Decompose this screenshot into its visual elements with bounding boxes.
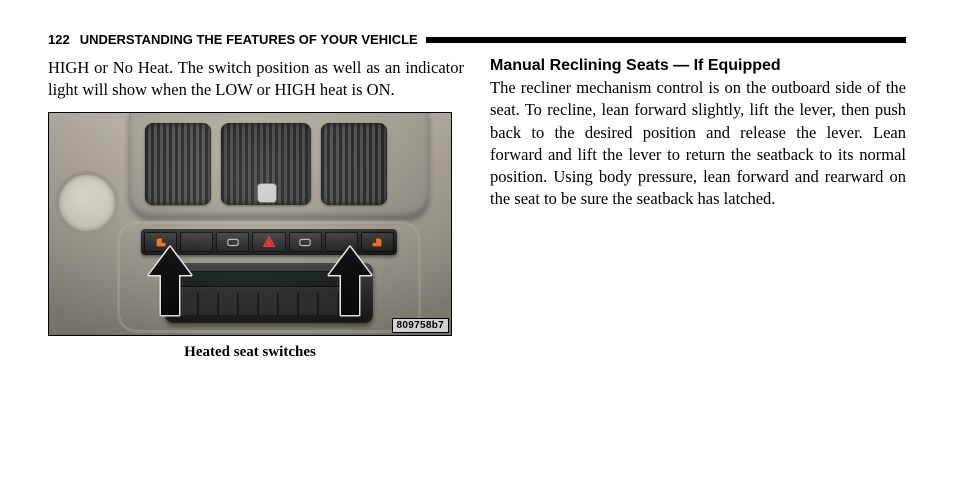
figure-caption: Heated seat switches xyxy=(48,344,452,361)
center-stack-trim xyxy=(117,221,421,333)
callout-arrow-icon xyxy=(147,245,193,317)
air-vent-icon xyxy=(145,123,211,205)
vent-panel xyxy=(129,113,429,218)
body-paragraph: The recliner mechanism control is on the… xyxy=(490,77,906,211)
switch-strip xyxy=(141,229,397,255)
radio-unit-icon xyxy=(165,263,373,323)
switch-button xyxy=(289,232,322,252)
figure: 809758b7 Heated seat switches xyxy=(48,112,452,361)
body-paragraph: HIGH or No Heat. The switch position as … xyxy=(48,57,464,102)
heated-seat-switch-left xyxy=(144,232,177,252)
page-header: 122 UNDERSTANDING THE FEATURES OF YOUR V… xyxy=(48,32,906,47)
dashboard-illustration: 809758b7 xyxy=(49,113,451,335)
analog-clock-icon xyxy=(55,171,119,235)
figure-image: 809758b7 xyxy=(48,112,452,336)
defog-button-icon xyxy=(257,183,277,203)
callout-arrow-icon xyxy=(327,245,373,317)
left-column: HIGH or No Heat. The switch position as … xyxy=(48,57,464,361)
air-vent-icon xyxy=(321,123,387,205)
hazard-switch-icon xyxy=(252,232,285,252)
header-rule xyxy=(426,37,906,43)
air-vent-icon xyxy=(221,123,311,205)
chapter-title: UNDERSTANDING THE FEATURES OF YOUR VEHIC… xyxy=(80,32,418,47)
right-column: Manual Reclining Seats — If Equipped The… xyxy=(490,57,906,361)
switch-button xyxy=(216,232,249,252)
section-heading: Manual Reclining Seats — If Equipped xyxy=(490,57,906,75)
switch-button xyxy=(325,232,358,252)
switch-button xyxy=(180,232,213,252)
heated-seat-switch-right xyxy=(361,232,394,252)
image-reference-code: 809758b7 xyxy=(392,318,449,333)
page-number: 122 xyxy=(48,32,70,47)
content-columns: HIGH or No Heat. The switch position as … xyxy=(48,57,906,361)
